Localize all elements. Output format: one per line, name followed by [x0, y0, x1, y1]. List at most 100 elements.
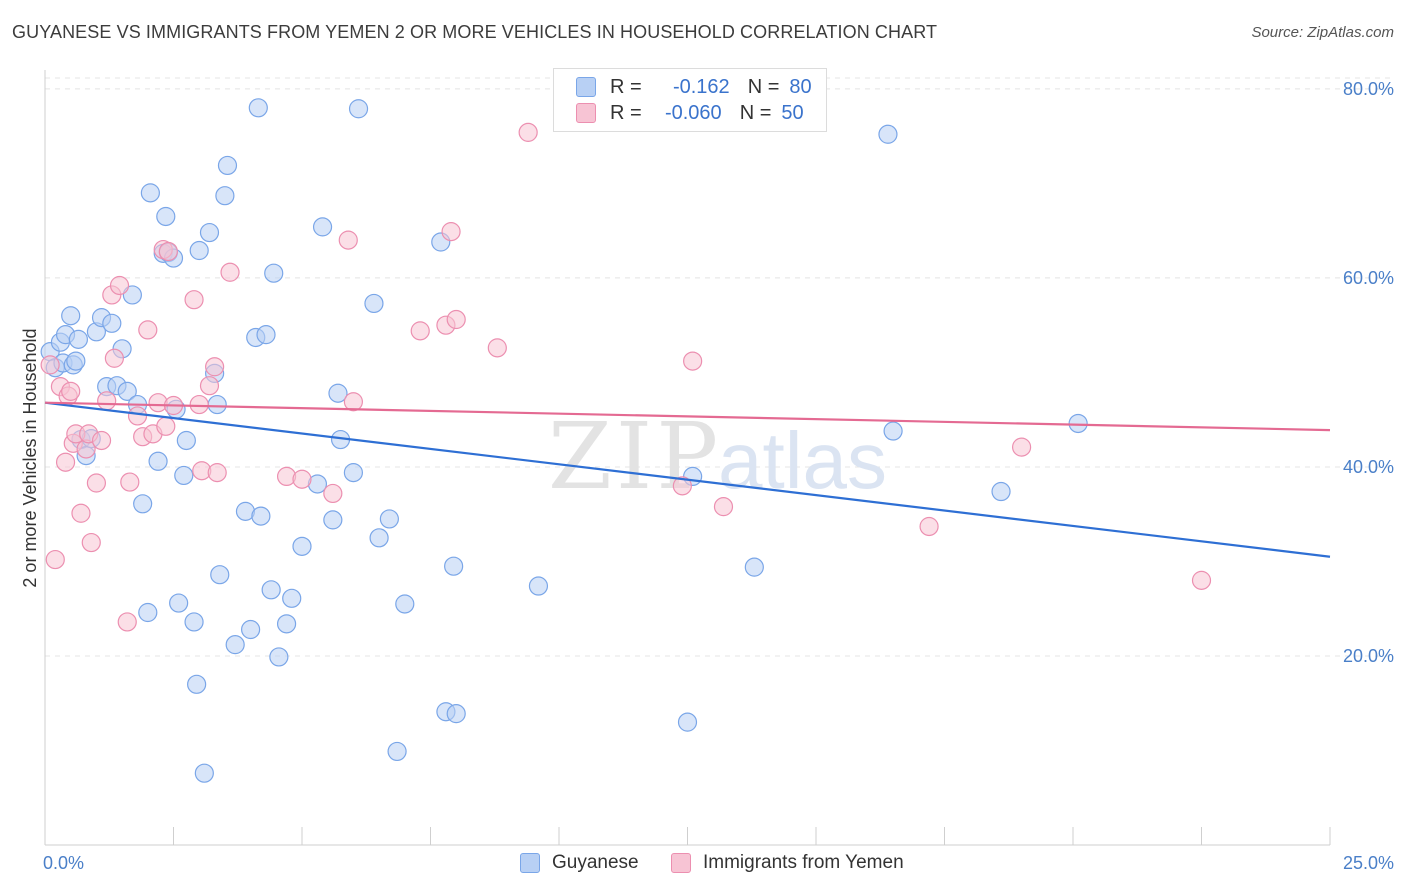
data-point	[210, 565, 230, 585]
data-point	[379, 509, 399, 529]
legend-r-value: -0.060	[664, 101, 722, 124]
legend-n-label: N =	[739, 101, 772, 124]
y-tick-label: 80.0%	[1343, 79, 1394, 99]
data-point	[1011, 437, 1032, 457]
legend-swatch-guyanese	[520, 853, 540, 873]
legend-item-guyanese: Guyanese	[520, 852, 639, 874]
axes	[44, 70, 1331, 846]
data-point	[207, 394, 227, 415]
y-axis-label: 2 or more Vehicles in Household	[20, 328, 40, 587]
trend-line	[44, 401, 1331, 558]
data-point	[683, 351, 703, 371]
data-point	[1191, 570, 1212, 590]
data-point	[194, 763, 214, 783]
data-point	[343, 463, 363, 483]
data-point	[248, 98, 268, 118]
data-point	[323, 510, 343, 530]
data-point	[225, 635, 245, 655]
data-point	[1068, 413, 1088, 434]
legend-r-label: R =	[610, 101, 642, 124]
data-point	[148, 451, 168, 471]
data-point	[91, 430, 112, 451]
data-point	[127, 406, 148, 426]
data-point	[55, 452, 76, 472]
data-point	[199, 222, 220, 243]
data-point	[156, 416, 176, 436]
data-point	[199, 376, 220, 396]
data-point	[120, 472, 140, 492]
data-point	[744, 557, 764, 577]
data-point	[217, 155, 238, 176]
data-point	[207, 463, 227, 483]
data-point	[387, 741, 407, 762]
data-point	[343, 392, 363, 412]
data-point	[189, 394, 209, 415]
data-point	[68, 329, 89, 349]
legend-row-guyanese: R = -0.162 N = 80	[576, 75, 812, 99]
data-point	[446, 704, 466, 724]
data-point	[312, 217, 333, 237]
data-point	[86, 473, 107, 493]
data-point	[364, 293, 384, 314]
data-point	[66, 351, 86, 371]
y-tick-label: 40.0%	[1343, 457, 1394, 477]
legend-n-value: 80	[789, 75, 812, 98]
data-point	[169, 593, 189, 613]
data-point	[122, 285, 142, 305]
data-point	[395, 594, 415, 614]
legend-label-guyanese: Guyanese	[552, 852, 639, 873]
series-legend: Guyanese Immigrants from Yemen	[0, 852, 1406, 876]
zipatlas-watermark: ZIP atlas	[548, 403, 887, 510]
legend-r-label: R =	[610, 75, 642, 98]
data-point	[117, 381, 137, 401]
data-point	[487, 338, 507, 358]
data-point	[133, 494, 153, 514]
data-point	[292, 536, 312, 556]
legend-label-yemen: Immigrants from Yemen	[703, 852, 904, 873]
data-point	[446, 309, 466, 330]
data-point	[883, 421, 903, 441]
data-point	[138, 602, 158, 623]
legend-n-value: 50	[781, 101, 804, 124]
data-point	[102, 313, 122, 333]
data-point	[158, 241, 178, 262]
source-label: Source: ZipAtlas.com	[1251, 24, 1394, 41]
data-point	[528, 576, 549, 596]
data-point	[410, 321, 430, 341]
data-point	[878, 124, 898, 144]
legend-r-value: -0.162	[672, 75, 730, 98]
data-point	[369, 528, 389, 548]
data-point	[184, 290, 204, 310]
data-point	[328, 383, 348, 403]
data-point	[518, 122, 538, 142]
legend-row-yemen: R = -0.060 N = 50	[576, 101, 804, 125]
legend-swatch-yemen	[671, 853, 691, 873]
data-point	[241, 619, 261, 640]
data-point	[348, 99, 369, 119]
chart-title: GUYANESE VS IMMIGRANTS FROM YEMEN 2 OR M…	[12, 22, 938, 42]
data-point	[220, 262, 240, 282]
x-tick-label-min: 0.0%	[43, 853, 84, 873]
y-tick-label: 60.0%	[1343, 268, 1394, 288]
data-point	[256, 325, 276, 345]
x-tick-label-max: 25.0%	[1343, 853, 1394, 873]
trend-lines	[44, 401, 1331, 558]
y-tick-label: 20.0%	[1343, 646, 1394, 666]
y-tick-labels: 20.0% 40.0% 60.0% 80.0%	[1343, 79, 1394, 666]
data-point	[441, 222, 461, 242]
data-point	[713, 497, 734, 517]
stats-legend: R = -0.162 N = 80 R = -0.060 N = 50	[553, 68, 827, 132]
legend-n-label: N =	[747, 75, 780, 98]
data-point	[45, 549, 65, 570]
data-point	[138, 320, 158, 340]
trend-line	[44, 401, 1331, 432]
data-point	[264, 263, 284, 283]
data-point	[919, 516, 939, 537]
data-point	[81, 532, 101, 553]
yemen-points	[40, 122, 1212, 632]
data-point	[677, 712, 698, 732]
data-point	[205, 357, 225, 377]
data-point	[282, 588, 302, 608]
watermark-atlas: atlas	[718, 416, 887, 505]
